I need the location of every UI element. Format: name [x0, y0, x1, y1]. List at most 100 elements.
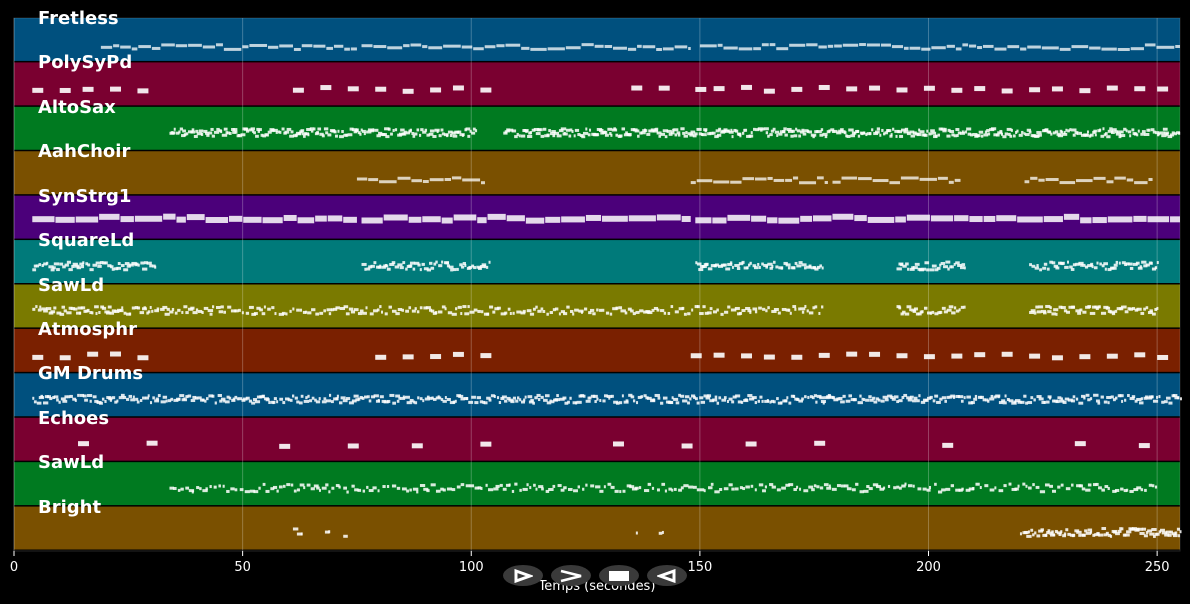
note [672, 128, 675, 132]
note [396, 486, 401, 490]
note [958, 395, 964, 399]
note [1035, 305, 1039, 309]
note [428, 132, 434, 136]
note [363, 132, 366, 136]
note [656, 488, 660, 492]
note [804, 266, 807, 270]
note [369, 312, 374, 316]
stop-button[interactable] [599, 565, 639, 586]
note [336, 394, 339, 398]
rewind-button[interactable] [647, 565, 687, 586]
note [453, 214, 477, 221]
note [788, 483, 794, 487]
note [603, 485, 606, 489]
note [1124, 533, 1130, 537]
note [880, 399, 885, 403]
note [520, 311, 526, 315]
forward-button[interactable] [551, 565, 591, 586]
note [360, 128, 363, 132]
note [265, 489, 270, 493]
note [270, 487, 275, 491]
note [1134, 181, 1148, 185]
note [567, 400, 570, 404]
note [171, 307, 175, 311]
note [301, 44, 313, 48]
note [848, 128, 854, 132]
note [1125, 129, 1128, 133]
note [35, 305, 38, 309]
note [634, 486, 639, 490]
note [640, 131, 646, 135]
note [443, 44, 461, 48]
note [1099, 128, 1102, 132]
note [300, 532, 303, 536]
note [131, 47, 138, 51]
note [872, 396, 876, 400]
note [271, 306, 275, 310]
note [205, 217, 229, 224]
note [538, 128, 543, 132]
note [776, 133, 779, 137]
note [361, 396, 365, 400]
note [1027, 45, 1041, 49]
note [1044, 533, 1048, 537]
note [985, 398, 989, 402]
note [387, 127, 391, 131]
note [574, 308, 579, 312]
note [926, 268, 930, 272]
note [1096, 261, 1099, 265]
note [819, 486, 824, 490]
note [152, 396, 155, 400]
note [893, 395, 899, 399]
note [965, 488, 971, 492]
note [1112, 489, 1117, 493]
note [1038, 305, 1044, 309]
note [1092, 533, 1096, 537]
note [245, 396, 250, 400]
note [859, 394, 862, 398]
note [1041, 46, 1059, 50]
note [419, 397, 423, 401]
note [1067, 398, 1073, 402]
note [278, 312, 284, 316]
note [615, 401, 620, 405]
note [493, 394, 496, 398]
note [872, 483, 879, 487]
note [446, 487, 453, 491]
note [882, 395, 888, 399]
note [508, 483, 511, 487]
note [773, 400, 776, 404]
note [215, 305, 221, 309]
note [548, 487, 554, 491]
note [942, 442, 954, 448]
note [936, 266, 941, 270]
note [904, 127, 909, 131]
note [975, 482, 980, 486]
note [1063, 213, 1080, 220]
note [484, 265, 487, 269]
note [455, 307, 458, 311]
note [56, 398, 59, 402]
note [35, 264, 39, 268]
note [507, 307, 511, 311]
note [1141, 130, 1146, 134]
note [572, 401, 577, 405]
note [1127, 394, 1130, 398]
note [1119, 307, 1124, 311]
play-button[interactable] [503, 565, 543, 586]
note [876, 127, 881, 131]
note [109, 311, 115, 315]
note [422, 399, 425, 403]
note [251, 401, 256, 405]
note [296, 400, 300, 404]
note [223, 127, 228, 131]
note [399, 266, 404, 270]
note [529, 486, 532, 490]
note [182, 129, 186, 133]
note [1035, 485, 1040, 489]
note [162, 305, 168, 309]
note [124, 262, 130, 266]
note [771, 309, 777, 313]
note [409, 488, 412, 492]
note [142, 396, 146, 400]
